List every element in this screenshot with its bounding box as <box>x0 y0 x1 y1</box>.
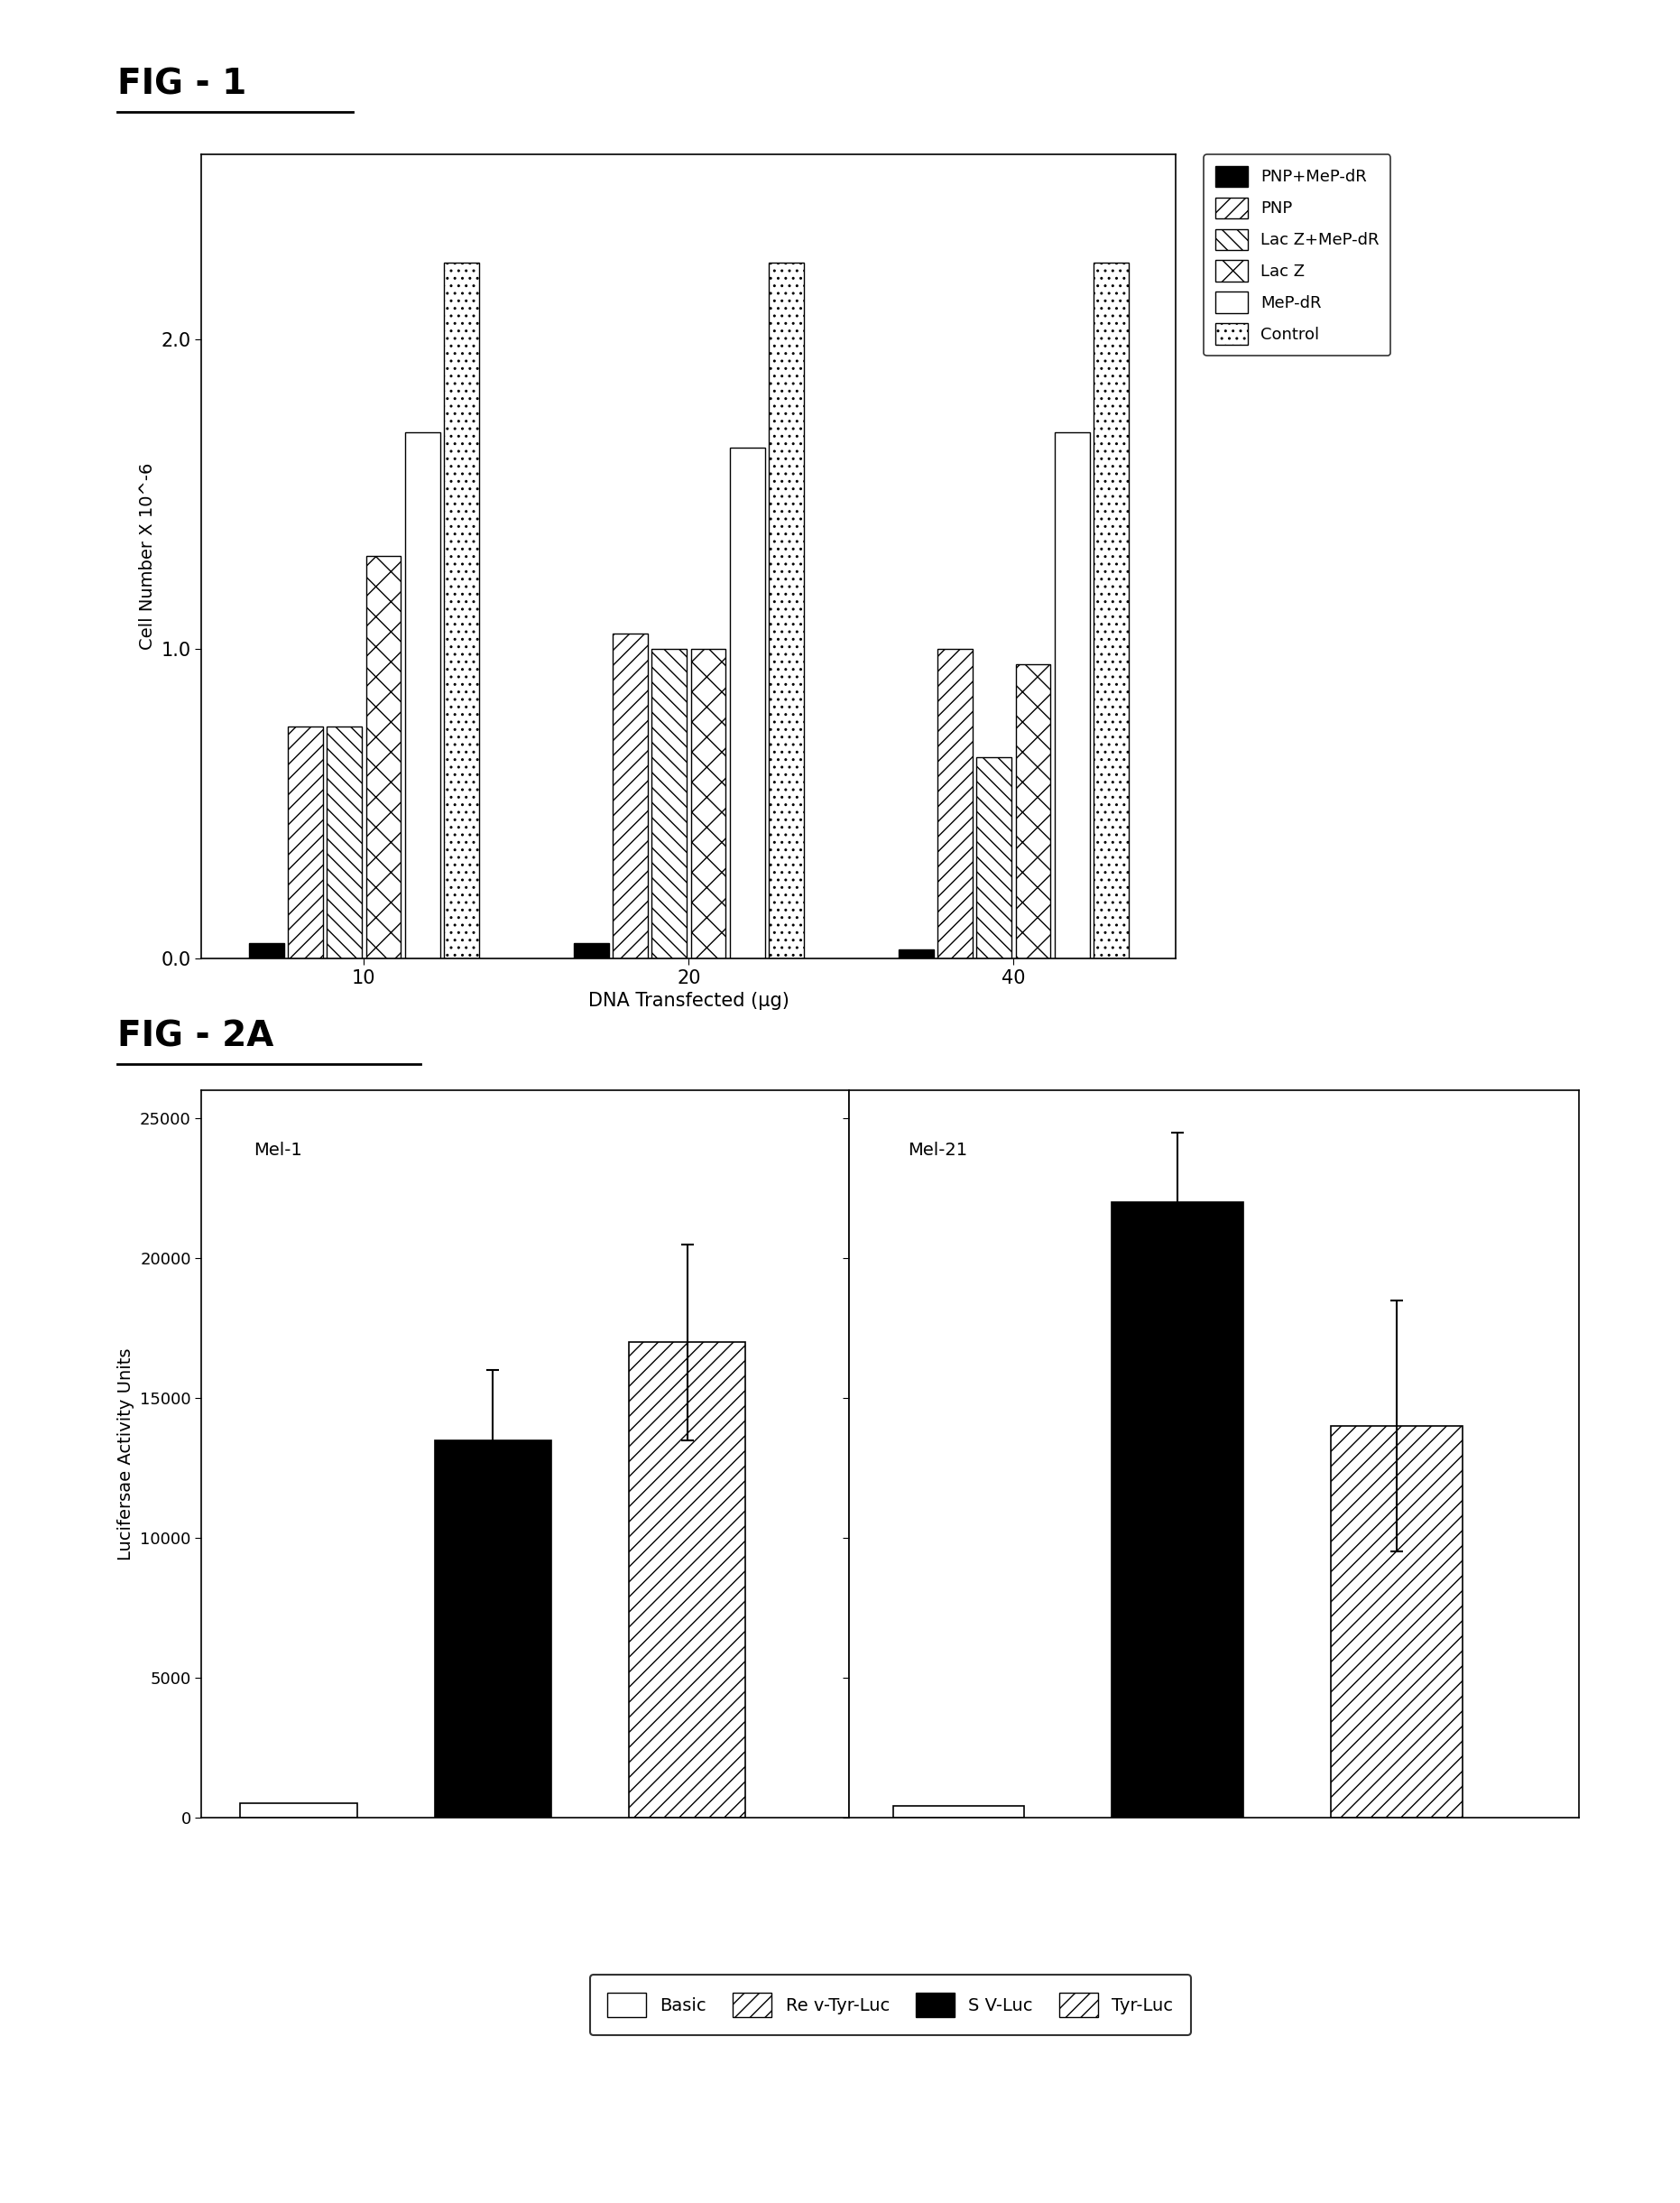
Bar <box>937 650 973 958</box>
X-axis label: DNA Transfected (μg): DNA Transfected (μg) <box>588 991 790 1009</box>
Bar <box>1015 665 1050 958</box>
Bar <box>1055 432 1090 958</box>
Text: FIG - 2A: FIG - 2A <box>118 1020 274 1053</box>
Bar <box>287 727 323 958</box>
Text: FIG - 1: FIG - 1 <box>118 68 247 101</box>
Bar <box>444 262 479 958</box>
Bar <box>1112 1203 1243 1817</box>
Legend: Basic, Re v-Tyr-Luc, S V-Luc, Tyr-Luc: Basic, Re v-Tyr-Luc, S V-Luc, Tyr-Luc <box>590 1974 1191 2036</box>
Bar <box>690 650 726 958</box>
Bar <box>628 1342 746 1817</box>
Bar <box>976 758 1011 958</box>
Bar <box>892 1806 1025 1817</box>
Bar <box>575 943 608 958</box>
Bar <box>1094 262 1129 958</box>
Bar <box>240 1804 356 1817</box>
Bar <box>613 634 648 958</box>
Text: Mel-21: Mel-21 <box>907 1141 968 1159</box>
Bar <box>769 262 803 958</box>
Bar <box>652 650 687 958</box>
Bar <box>405 432 440 958</box>
Y-axis label: Cell Number X 10^-6: Cell Number X 10^-6 <box>139 463 156 650</box>
Legend: PNP+MeP-dR, PNP, Lac Z+MeP-dR, Lac Z, MeP-dR, Control: PNP+MeP-dR, PNP, Lac Z+MeP-dR, Lac Z, Me… <box>1203 154 1391 355</box>
Bar <box>249 943 284 958</box>
Bar <box>899 949 934 958</box>
Bar <box>435 1441 551 1817</box>
Bar <box>1331 1425 1462 1817</box>
Bar <box>729 447 764 958</box>
Text: Mel-1: Mel-1 <box>254 1141 302 1159</box>
Bar <box>366 557 402 958</box>
Bar <box>328 727 363 958</box>
Y-axis label: Lucifersae Activity Units: Lucifersae Activity Units <box>118 1348 134 1560</box>
